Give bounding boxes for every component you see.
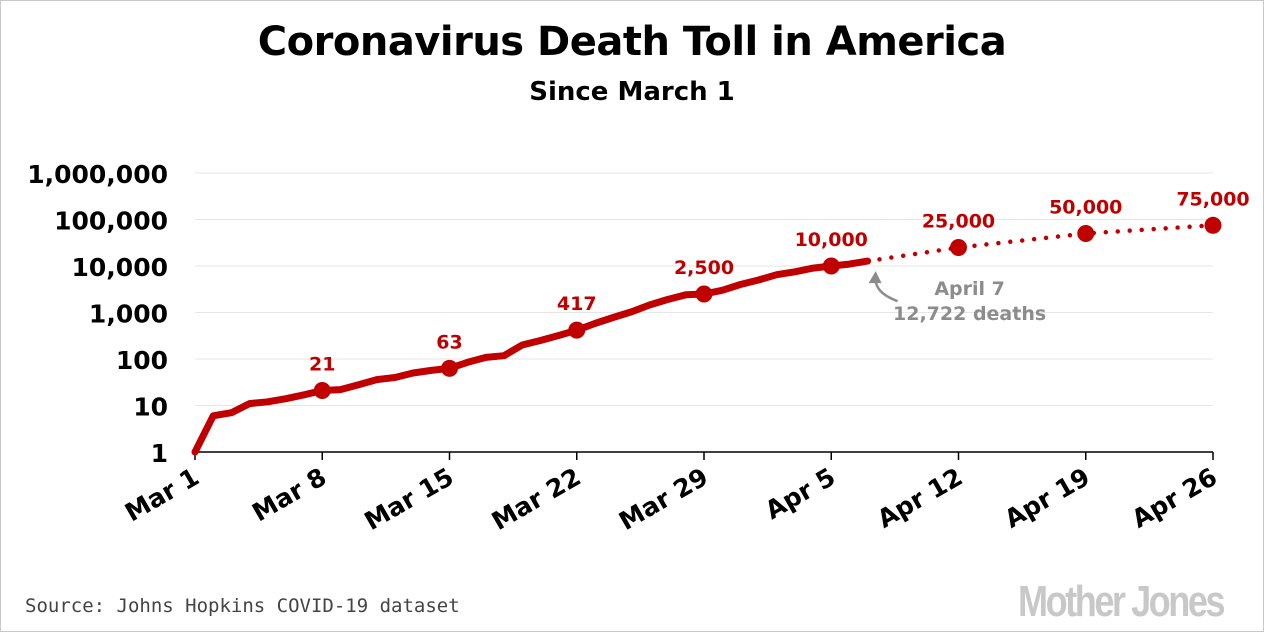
y-tick-label: 100,000 [54, 207, 168, 236]
x-tick-label: Mar 1 [120, 462, 204, 527]
data-label: 75,000 [1176, 188, 1249, 210]
data-label: 25,000 [922, 210, 995, 232]
x-tick-label: Apr 5 [760, 462, 840, 525]
chart-subtitle: Since March 1 [529, 77, 735, 107]
data-label: 417 [557, 293, 597, 315]
data-label: 21 [309, 354, 335, 376]
data-point [1077, 224, 1095, 242]
annotation-date: April 7 [934, 278, 1005, 300]
annotation: April 7 12,722 deaths [868, 271, 1046, 325]
data-point [313, 382, 331, 400]
publisher-logo: Mother Jones [1017, 577, 1225, 626]
data-markers: 21 63 417 2,500 10,000 25,000 50,000 75,000 [309, 188, 1250, 400]
data-point [1204, 216, 1222, 234]
data-point [822, 257, 840, 275]
x-tick-label: Apr 26 [1127, 462, 1222, 534]
x-tick-label: Apr 12 [872, 462, 967, 534]
x-tick-label: Mar 8 [247, 462, 331, 527]
data-point [441, 359, 458, 377]
series-lines [191, 223, 1216, 456]
axes: 1 10 100 1,000 10,000 100,000 1,000,000 Mar 1 Ma… [27, 160, 1222, 536]
annotation-arrowhead [868, 271, 882, 284]
y-tick-label: 10 [133, 393, 168, 422]
x-tick-label: Mar 29 [614, 462, 713, 536]
x-tick-label: Apr 19 [1000, 462, 1095, 534]
data-label: 10,000 [795, 229, 868, 251]
data-point [950, 238, 967, 256]
y-tick-label: 1 [151, 439, 168, 468]
projection-line [865, 223, 1216, 264]
y-tick-label: 1,000,000 [27, 160, 168, 189]
chart-title: Coronavirus Death Toll in America [257, 19, 1007, 65]
y-tick-label: 1,000 [89, 300, 168, 329]
x-tick-label: Mar 15 [359, 462, 458, 536]
y-tick-label: 100 [116, 346, 168, 375]
actual-line [191, 257, 872, 456]
data-label: 50,000 [1049, 196, 1122, 218]
data-label: 63 [436, 331, 462, 353]
data-point [695, 285, 713, 303]
data-point [568, 321, 586, 339]
grid-lines [195, 172, 1213, 406]
x-tick-label: Mar 22 [487, 462, 586, 536]
y-tick-label: 10,000 [72, 253, 168, 282]
annotation-deaths: 12,722 deaths [893, 303, 1046, 325]
data-label: 2,500 [674, 257, 734, 279]
source-note: Source: Johns Hopkins COVID-19 dataset [25, 595, 460, 617]
